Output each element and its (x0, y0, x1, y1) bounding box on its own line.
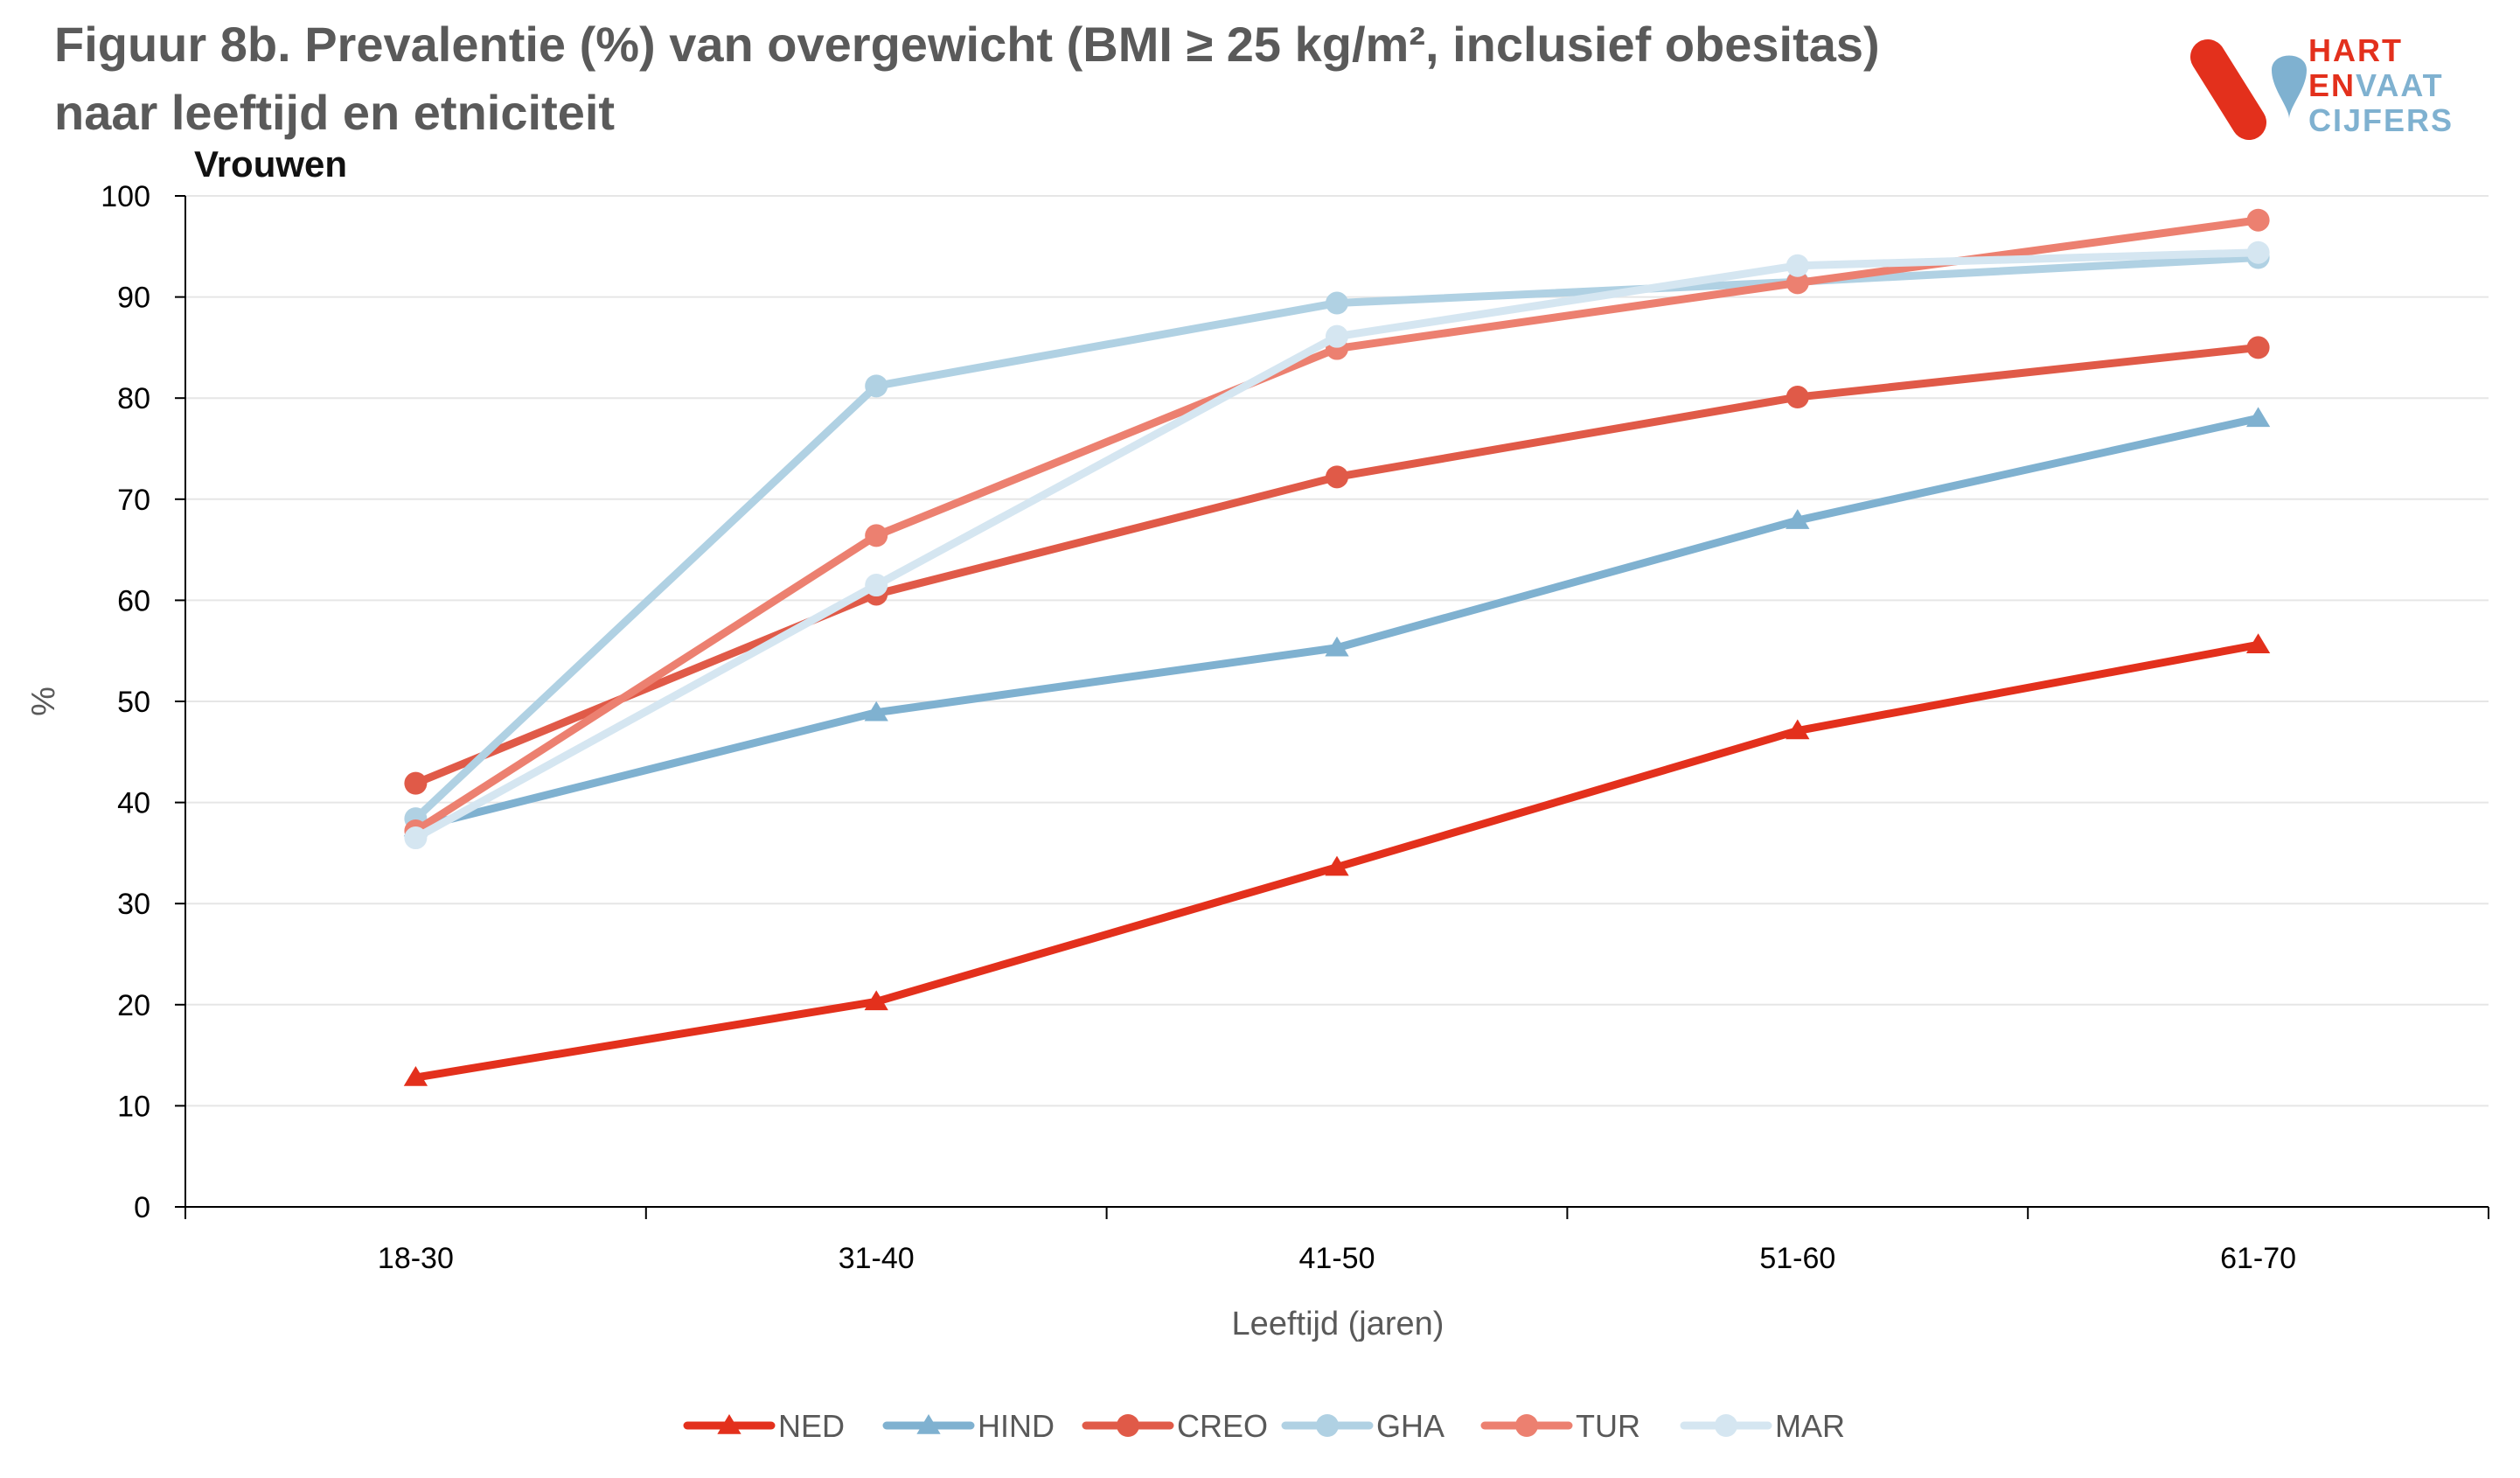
data-point (2246, 336, 2270, 359)
y-tick-label: 100 (101, 180, 150, 213)
data-point (2246, 241, 2270, 264)
data-point (1786, 719, 1810, 740)
data-point (1786, 509, 1810, 529)
legend-item-hind: HIND (882, 1408, 1055, 1444)
y-tick-label: 40 (117, 787, 150, 820)
y-tick-label: 10 (117, 1090, 150, 1123)
y-tick-label: 0 (134, 1191, 150, 1224)
y-tick-label: 50 (117, 686, 150, 719)
legend-label: TUR (1576, 1408, 1640, 1444)
data-point (864, 701, 888, 722)
data-point (865, 524, 888, 547)
legend-item-gha: GHA (1281, 1408, 1444, 1444)
logo-icon (2190, 39, 2307, 140)
legend-item-tur: TUR (1480, 1408, 1640, 1444)
chart-title: Figuur 8b. Prevalentie (%) van overgewic… (54, 10, 1880, 147)
data-point (1325, 636, 1349, 657)
data-point (865, 574, 888, 597)
data-point (2246, 208, 2270, 232)
chart-subtitle: Vrouwen (194, 143, 348, 185)
legend-marker (916, 1414, 941, 1434)
legend-marker (1515, 1414, 1538, 1437)
legend-label: CREO (1177, 1408, 1268, 1444)
legend-marker (1316, 1414, 1339, 1437)
x-tick-label: 51-60 (1759, 1242, 1835, 1275)
legend-label: HIND (978, 1408, 1055, 1444)
x-tick-label: 41-50 (1299, 1242, 1375, 1275)
data-point (1786, 386, 1809, 409)
legend-item-mar: MAR (1680, 1408, 1845, 1444)
data-point (2245, 407, 2271, 428)
data-point (1786, 271, 1809, 295)
legend-item-ned: NED (683, 1408, 845, 1444)
y-tick-label: 90 (117, 282, 150, 315)
series-mar (404, 241, 2270, 850)
grid-lines (185, 195, 2489, 1107)
logo-line3: CIJFERS (2308, 102, 2454, 138)
y-tick-label: 70 (117, 484, 150, 517)
x-tick-label: 61-70 (2220, 1242, 2296, 1275)
legend-marker (1715, 1414, 1737, 1437)
data-point (1326, 465, 1348, 489)
y-tick-label: 30 (117, 888, 150, 921)
data-point (1326, 324, 1348, 348)
data-point (1786, 254, 1809, 277)
y-axis-ticks: 0 10 20 30 40 50 60 70 80 90 100 (101, 180, 185, 1224)
data-point (403, 1066, 428, 1086)
y-axis-label: % (25, 687, 62, 716)
legend-label: GHA (1376, 1408, 1444, 1444)
series-ned (403, 633, 2271, 1086)
x-tick-label: 31-40 (839, 1242, 915, 1275)
data-point (404, 826, 428, 850)
data-point (404, 771, 428, 795)
chart-title-line2: naar leeftijd en etniciteit (54, 85, 616, 140)
data-point (1326, 291, 1348, 315)
x-tick-label: 18-30 (378, 1242, 454, 1275)
x-axis-label: Leeftijd (jaren) (1232, 1306, 1444, 1342)
legend-label: NED (778, 1408, 845, 1444)
x-axis-ticks: 18-30 31-40 41-50 51-60 61-70 (184, 1207, 2489, 1275)
data-point (865, 374, 888, 398)
logo-line2b: VAAT (2356, 67, 2444, 103)
data-point (2245, 633, 2271, 654)
data-point (1325, 855, 1349, 876)
axes (184, 196, 2489, 1208)
chart-title-line1: Figuur 8b. Prevalentie (%) van overgewic… (54, 17, 1880, 72)
data-point (864, 990, 888, 1011)
y-tick-label: 80 (117, 382, 150, 415)
y-tick-label: 20 (117, 989, 150, 1022)
series-group (403, 208, 2271, 1086)
legend-label: MAR (1775, 1408, 1845, 1444)
logo-line2a: EN (2308, 67, 2356, 103)
legend: NED HIND CREO GHA TUR MAR (683, 1408, 1845, 1444)
logo-text: HART ENVAAT CIJFERS (2308, 33, 2454, 138)
y-tick-label: 60 (117, 584, 150, 617)
legend-marker (1117, 1414, 1139, 1437)
legend-item-creo: CREO (1082, 1408, 1268, 1444)
logo-line1: HART (2308, 32, 2403, 68)
legend-marker (717, 1414, 741, 1434)
series-line-creo (411, 343, 2263, 788)
series-creo (404, 336, 2270, 795)
